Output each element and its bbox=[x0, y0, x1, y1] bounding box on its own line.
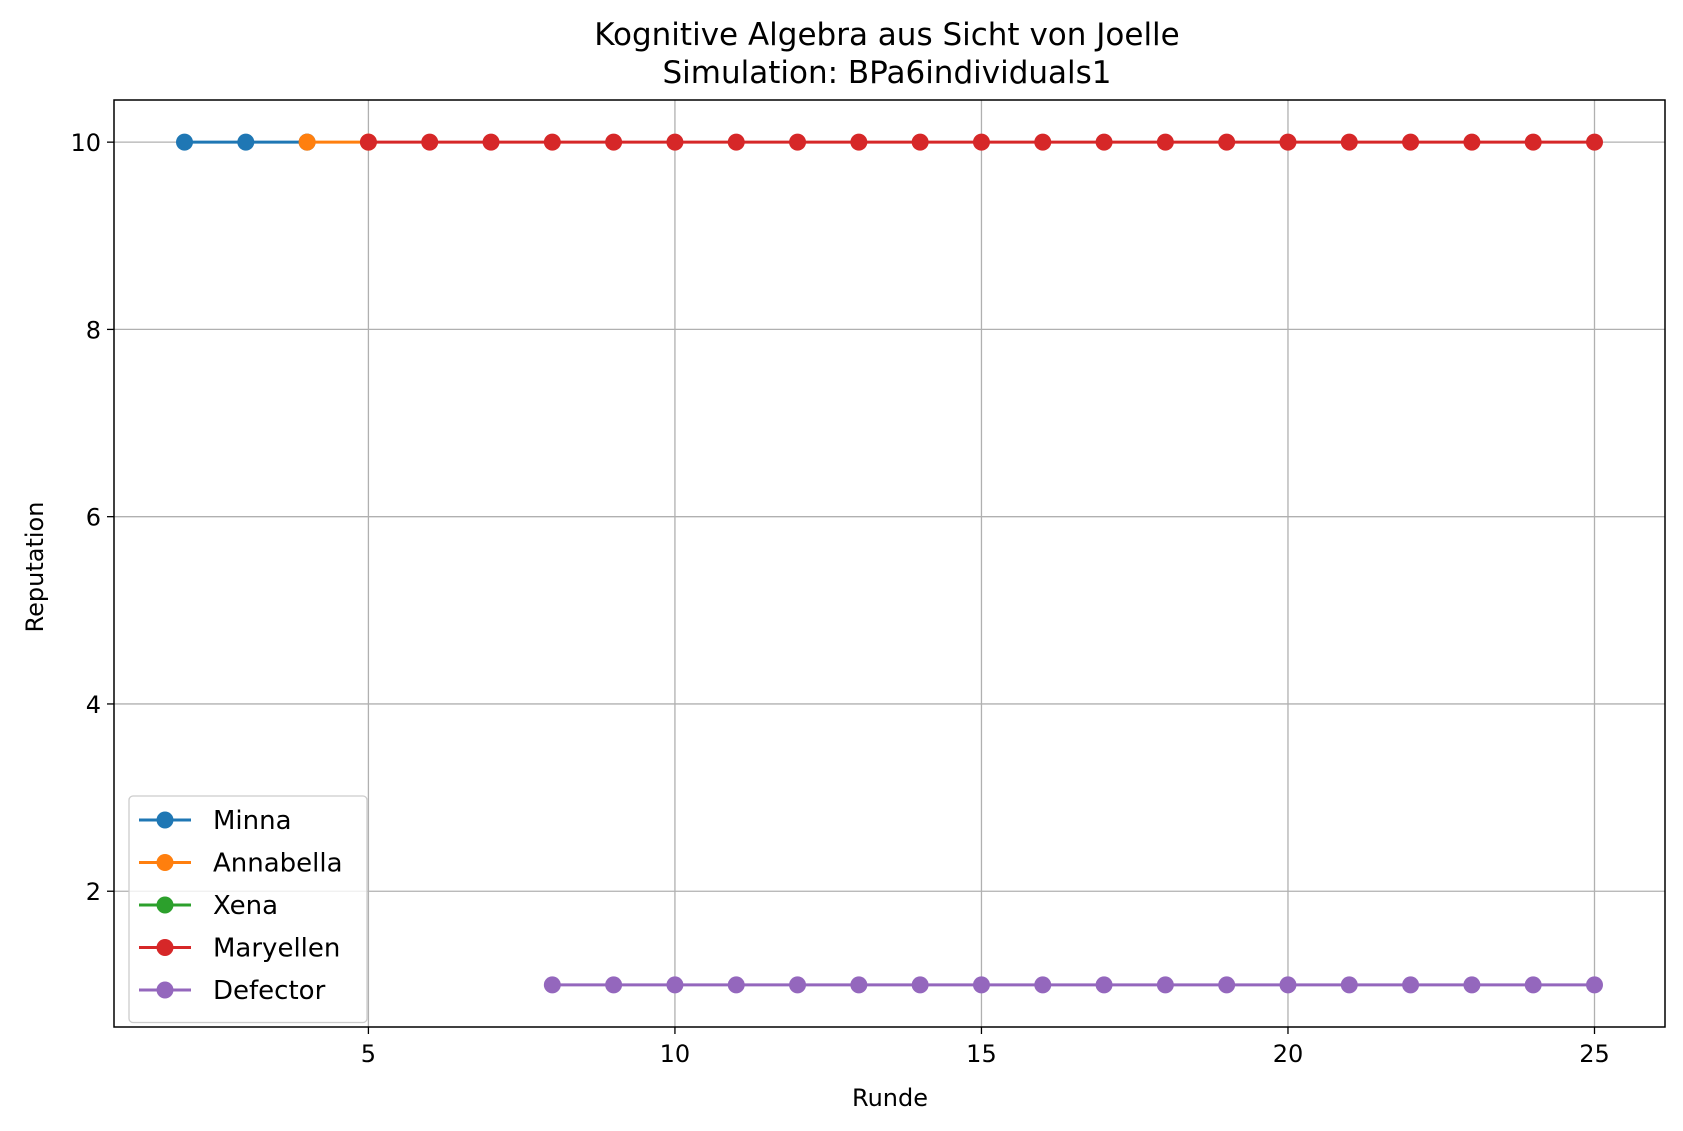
y-tick-label: 2 bbox=[86, 878, 101, 906]
data-point bbox=[1524, 976, 1542, 994]
data-point bbox=[911, 133, 929, 151]
legend-item: Annabella bbox=[139, 849, 343, 879]
legend-box bbox=[128, 795, 368, 1024]
legend-label: Annabella bbox=[213, 849, 343, 879]
data-point bbox=[1218, 133, 1236, 151]
x-tick-label: 20 bbox=[1273, 1040, 1304, 1068]
x-axis-label: Runde bbox=[852, 1084, 928, 1112]
legend-item: Defector bbox=[139, 976, 326, 1006]
data-point bbox=[543, 133, 561, 151]
data-point bbox=[605, 133, 623, 151]
data-point bbox=[1340, 133, 1358, 151]
data-point bbox=[1095, 133, 1113, 151]
x-tick-label: 5 bbox=[361, 1040, 376, 1068]
data-point bbox=[482, 133, 500, 151]
data-point bbox=[1279, 976, 1297, 994]
x-tick-label: 25 bbox=[1579, 1040, 1610, 1068]
data-point bbox=[1095, 976, 1113, 994]
data-point bbox=[727, 976, 745, 994]
data-point bbox=[176, 133, 193, 151]
data-point bbox=[237, 133, 255, 151]
data-point bbox=[911, 976, 929, 994]
data-point bbox=[1402, 976, 1420, 994]
data-point bbox=[1586, 133, 1603, 151]
y-tick-label: 10 bbox=[70, 129, 101, 157]
data-point bbox=[850, 133, 868, 151]
legend-label: Minna bbox=[213, 806, 292, 836]
plot-series bbox=[176, 133, 1603, 994]
legend: Minna Annabella Xena Maryellen Defector bbox=[128, 795, 368, 1024]
data-point bbox=[1586, 976, 1603, 994]
data-point bbox=[1156, 133, 1174, 151]
data-point bbox=[1279, 133, 1297, 151]
data-point bbox=[1463, 133, 1481, 151]
data-point bbox=[543, 976, 561, 994]
data-point bbox=[1340, 976, 1358, 994]
chart-title: Kognitive Algebra aus Sicht von Joelle bbox=[594, 17, 1180, 53]
legend-item: Maryellen bbox=[139, 934, 340, 964]
axis-ticks: 5 10 15 20 25 2 4 6 8 10 bbox=[70, 129, 1609, 1068]
data-point bbox=[972, 133, 990, 151]
data-point bbox=[298, 133, 316, 151]
data-point bbox=[605, 976, 623, 994]
data-point bbox=[1463, 976, 1481, 994]
legend-marker bbox=[156, 811, 174, 829]
data-point bbox=[1218, 976, 1236, 994]
legend-marker bbox=[156, 896, 174, 914]
data-point bbox=[1034, 976, 1052, 994]
y-tick-label: 4 bbox=[86, 691, 101, 719]
x-tick-label: 10 bbox=[660, 1040, 691, 1068]
x-tick-label: 15 bbox=[966, 1040, 997, 1068]
legend-marker bbox=[156, 939, 174, 956]
plot-frame bbox=[113, 99, 1666, 1028]
data-point bbox=[666, 133, 684, 151]
series-defector bbox=[543, 976, 1603, 994]
legend-label: Maryellen bbox=[213, 934, 340, 964]
y-axis-label: Reputation bbox=[21, 502, 49, 633]
data-point bbox=[1156, 976, 1174, 994]
legend-label: Defector bbox=[213, 976, 326, 1006]
y-tick-label: 6 bbox=[86, 504, 101, 532]
data-point bbox=[789, 133, 807, 151]
data-point bbox=[850, 976, 868, 994]
data-point bbox=[421, 133, 439, 151]
data-point bbox=[1034, 133, 1052, 151]
data-point bbox=[1402, 133, 1420, 151]
legend-item: Minna bbox=[139, 806, 292, 836]
data-point bbox=[1524, 133, 1542, 151]
y-tick-label: 8 bbox=[86, 316, 101, 344]
chart-subtitle: Simulation: BPa6individuals1 bbox=[662, 55, 1111, 91]
data-point bbox=[666, 976, 684, 994]
data-point bbox=[359, 133, 377, 151]
legend-item: Xena bbox=[139, 891, 278, 921]
legend-marker bbox=[156, 854, 174, 871]
data-point bbox=[972, 976, 990, 994]
data-point bbox=[789, 976, 807, 994]
data-point bbox=[727, 133, 745, 151]
series-maryellen bbox=[359, 133, 1603, 151]
legend-label: Xena bbox=[213, 891, 278, 921]
legend-marker bbox=[156, 981, 174, 999]
